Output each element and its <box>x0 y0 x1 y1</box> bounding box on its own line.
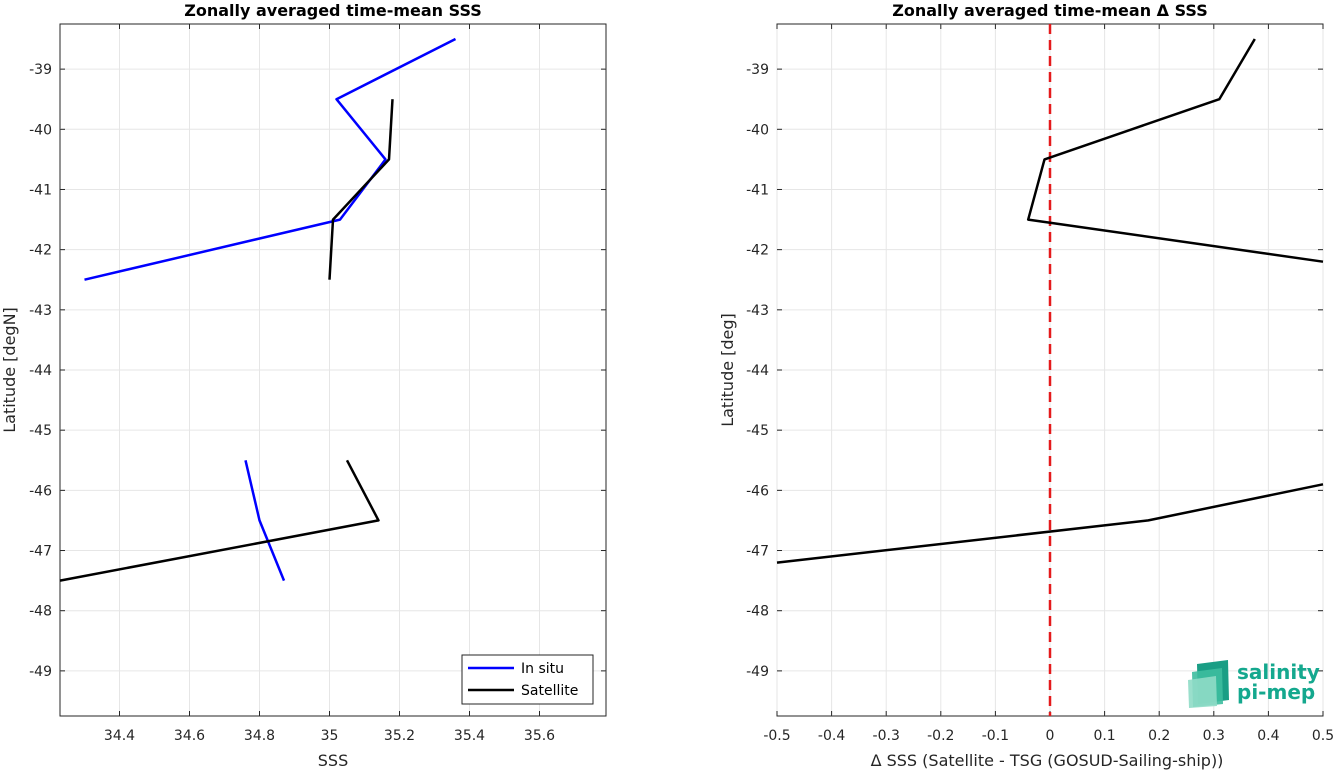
legend-label-in-situ: In situ <box>521 661 564 677</box>
series-line <box>776 483 1324 564</box>
y-tick-label: -45 <box>29 423 52 439</box>
ticks: 34.4 34.6 34.8 35 35.2 35.4 35.6 -39 -40 -41 -42 -4… <box>29 24 606 744</box>
y-tick-label: -46 <box>29 483 52 499</box>
x-tick-label: 0.2 <box>1148 728 1170 744</box>
x-tick-label: 35.6 <box>524 728 555 744</box>
y-axis-label: Latitude [degN] <box>0 307 19 433</box>
x-tick-label: 0.3 <box>1203 728 1225 744</box>
y-tick-label: -46 <box>746 483 769 499</box>
sss-panel: 34.4 34.6 34.8 35 35.2 35.4 35.6 -39 -40 -41 -42 -4… <box>0 1 607 770</box>
x-tick-label: -0.4 <box>818 728 845 744</box>
y-axis-label: Latitude [deg] <box>718 313 737 427</box>
y-tick-label: -48 <box>746 604 769 620</box>
y-tick-label: -49 <box>746 664 769 680</box>
y-tick-label: -42 <box>29 243 52 259</box>
series-line <box>244 460 286 582</box>
x-tick-label: -0.3 <box>873 728 900 744</box>
logo-text-line1: salinity <box>1237 660 1320 684</box>
legend-box <box>461 654 594 705</box>
y-tick-label: -44 <box>29 363 52 379</box>
y-tick-label: -49 <box>29 664 52 680</box>
delta-sss-panel: -0.5 -0.4 -0.3 -0.2 -0.1 0 0.1 0.2 0.3 0.4 0.5 -39 -… <box>718 1 1334 770</box>
y-tick-label: -41 <box>29 182 52 198</box>
series-line <box>84 37 457 281</box>
series-line <box>59 459 380 582</box>
x-tick-label: 0.5 <box>1312 728 1334 744</box>
y-tick-label: -43 <box>29 303 52 319</box>
x-tick-label: 35 <box>321 728 339 744</box>
x-tick-label: 0 <box>1046 728 1055 744</box>
series-layer <box>776 38 1324 564</box>
y-tick-label: -47 <box>746 544 769 560</box>
x-tick-label: 34.4 <box>104 728 135 744</box>
chart-title: Zonally averaged time-mean Δ SSS <box>892 1 1208 20</box>
x-tick-label: -0.5 <box>763 728 790 744</box>
x-tick-label: 0.1 <box>1093 728 1115 744</box>
ticks: -0.5 -0.4 -0.3 -0.2 -0.1 0 0.1 0.2 0.3 0.4 0.5 -39 -… <box>746 24 1334 744</box>
x-tick-label: -0.1 <box>982 728 1009 744</box>
y-tick-label: -40 <box>746 122 769 138</box>
y-tick-label: -39 <box>29 62 52 78</box>
salinity-pi-mep-logo: salinity pi-mep <box>1188 660 1320 708</box>
legend: In situ Satellite <box>461 654 594 705</box>
x-axis-label: SSS <box>318 751 348 770</box>
x-axis-label: Δ SSS (Satellite - TSG (GOSUD-Sailing-sh… <box>871 751 1224 770</box>
y-tick-label: -43 <box>746 303 769 319</box>
series-layer <box>59 37 457 582</box>
y-tick-label: -44 <box>746 363 769 379</box>
logo-mark-icon <box>1188 660 1229 708</box>
x-tick-label: 34.8 <box>244 728 275 744</box>
x-tick-label: 35.2 <box>384 728 415 744</box>
legend-label-satellite: Satellite <box>521 683 578 699</box>
y-tick-label: -42 <box>746 243 769 259</box>
y-tick-label: -41 <box>746 182 769 198</box>
y-tick-label: -45 <box>746 423 769 439</box>
chart-title: Zonally averaged time-mean SSS <box>184 1 482 20</box>
y-tick-label: -48 <box>29 604 52 620</box>
x-tick-label: 34.6 <box>174 728 205 744</box>
y-tick-label: -47 <box>29 544 52 560</box>
series-line <box>328 99 394 280</box>
grid <box>60 24 606 716</box>
x-tick-label: -0.2 <box>927 728 954 744</box>
logo-text-line2: pi-mep <box>1237 680 1315 704</box>
x-tick-label: 35.4 <box>454 728 485 744</box>
y-tick-label: -39 <box>746 62 769 78</box>
x-tick-label: 0.4 <box>1257 728 1279 744</box>
series-line <box>1026 38 1324 263</box>
y-tick-label: -40 <box>29 122 52 138</box>
